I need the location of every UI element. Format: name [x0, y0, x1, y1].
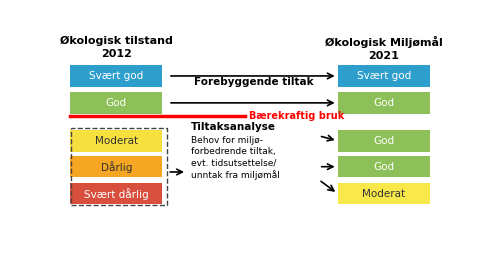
Text: Økologisk Miljømål
2021: Økologisk Miljømål 2021: [325, 36, 443, 61]
Bar: [338, 183, 430, 204]
Text: Dårlig: Dårlig: [101, 161, 132, 173]
Bar: [338, 92, 430, 114]
Text: Tiltaksanalyse: Tiltaksanalyse: [191, 122, 276, 132]
Bar: [338, 130, 430, 152]
Text: Økologisk tilstand
2012: Økologisk tilstand 2012: [60, 36, 173, 59]
Text: God: God: [373, 136, 394, 146]
Text: Svært god: Svært god: [357, 71, 411, 81]
Text: Behov for miljø-
forbedrende tiltak,
evt. tidsutsettelse/
unntak fra miljømål: Behov for miljø- forbedrende tiltak, evt…: [191, 136, 279, 180]
Text: Moderat: Moderat: [362, 189, 405, 199]
Bar: [70, 92, 162, 114]
Text: God: God: [373, 98, 394, 108]
Text: Svært dårlig: Svært dårlig: [84, 188, 149, 200]
Bar: [70, 156, 162, 177]
Bar: [338, 65, 430, 87]
Text: God: God: [106, 98, 127, 108]
Text: Forebyggende tiltak: Forebyggende tiltak: [194, 77, 313, 88]
Text: God: God: [373, 162, 394, 172]
Bar: [70, 65, 162, 87]
Text: Svært god: Svært god: [89, 71, 143, 81]
Bar: [338, 156, 430, 177]
Bar: [70, 130, 162, 152]
Bar: [71, 128, 167, 205]
Text: Bærekraftig bruk: Bærekraftig bruk: [249, 111, 345, 121]
Bar: [70, 183, 162, 204]
Text: Moderat: Moderat: [95, 136, 138, 146]
